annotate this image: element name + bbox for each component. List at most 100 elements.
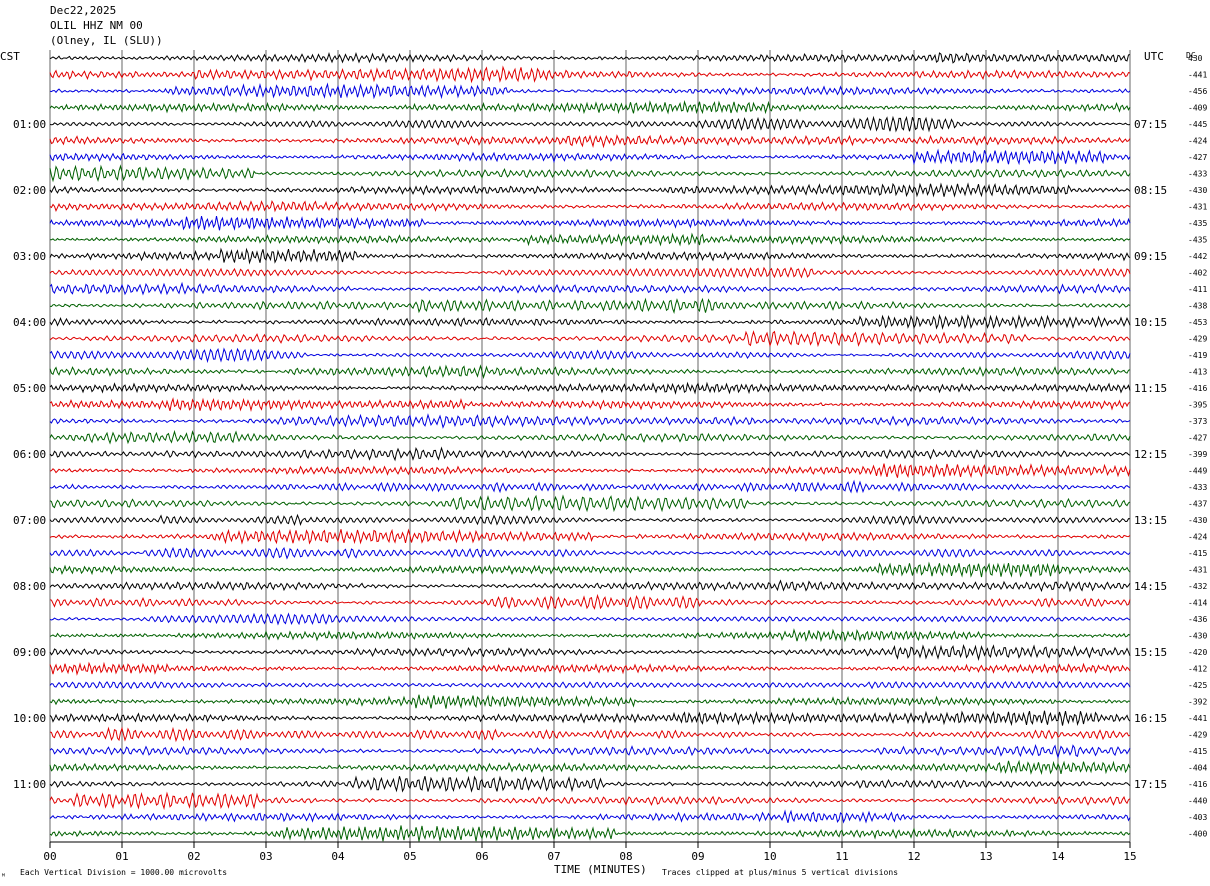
seismic-trace [49, 148, 1131, 166]
seismic-trace [49, 463, 1131, 479]
seismic-trace [49, 726, 1131, 743]
seismic-trace [49, 364, 1131, 380]
dc-header-label: DC [1186, 51, 1196, 60]
x-tick-label: 09 [691, 850, 704, 863]
clip-note: Traces clipped at plus/minus 5 vertical … [662, 868, 899, 877]
dc-offset-label: -453 [1188, 318, 1207, 327]
dc-offset-label: -445 [1188, 120, 1207, 129]
seismic-trace [49, 199, 1131, 213]
dc-offset-label: -431 [1188, 566, 1207, 575]
date-label: Dec22,2025 [50, 4, 117, 17]
cst-hour-label: 11:00 [13, 778, 46, 791]
seismic-trace [49, 825, 1131, 842]
utc-hour-label: 11:15 [1134, 382, 1167, 395]
cst-hour-label: 07:00 [13, 514, 46, 527]
dc-offset-label: -429 [1188, 335, 1207, 344]
cst-hour-label: 06:00 [13, 448, 46, 461]
dc-offset-label: -432 [1188, 582, 1207, 591]
x-tick-label: 04 [331, 850, 345, 863]
cst-hour-label: 05:00 [13, 382, 46, 395]
dc-offset-label: -416 [1188, 384, 1207, 393]
x-tick-label: 14 [1051, 850, 1065, 863]
seismic-trace [49, 330, 1131, 348]
trace-group [49, 52, 1131, 842]
dc-offset-label: -441 [1188, 714, 1207, 723]
utc-hour-label: 12:15 [1134, 448, 1167, 461]
dc-offset-label: -399 [1188, 450, 1207, 459]
dc-offset-label: -440 [1188, 797, 1207, 806]
dc-offset-label: 430 [1188, 54, 1203, 63]
dc-offset-label: -429 [1188, 731, 1207, 740]
x-tick-label: 15 [1123, 850, 1136, 863]
seismic-trace [49, 775, 1131, 793]
dc-offset-label: -442 [1188, 252, 1207, 261]
seismic-trace [49, 82, 1131, 100]
seismic-trace [49, 710, 1131, 727]
x-tick-label: 08 [619, 850, 632, 863]
dc-offset-label: -404 [1188, 764, 1207, 773]
seismic-trace [49, 52, 1131, 64]
corner-mark: ᴹ [1, 872, 6, 881]
scale-note: Each Vertical Division = 1000.00 microvo… [20, 868, 228, 877]
seismic-trace [49, 215, 1131, 231]
dc-offset-label: -395 [1188, 401, 1207, 410]
cst-hour-label: 04:00 [13, 316, 46, 329]
dc-offset-labels: 430 -441 -456 -409 -445 -424 -427 -433 -430 -431 -… [1188, 54, 1207, 839]
seismic-trace [49, 680, 1131, 690]
x-tick-label: 03 [259, 850, 272, 863]
x-tick-label: 12 [907, 850, 920, 863]
cst-hour-label: 01:00 [13, 118, 46, 131]
dc-offset-label: -449 [1188, 467, 1207, 476]
seismic-trace [49, 115, 1131, 133]
cst-hour-label: 03:00 [13, 250, 46, 263]
dc-offset-label: -420 [1188, 648, 1207, 657]
utc-hour-label: 10:15 [1134, 316, 1167, 329]
cst-hour-label: 10:00 [13, 712, 46, 725]
seismic-trace [49, 546, 1131, 560]
x-axis: 00 01 02 03 04 05 06 07 08 09 10 11 12 13 14 15 [43, 841, 1137, 863]
seismic-trace [49, 247, 1131, 265]
dc-offset-label: -427 [1188, 153, 1207, 162]
dc-offset-label: -430 [1188, 186, 1207, 195]
seismic-trace [49, 579, 1131, 593]
seismic-trace [49, 397, 1131, 412]
dc-offset-label: -427 [1188, 434, 1207, 443]
seismic-trace [49, 809, 1131, 824]
dc-offset-label: -435 [1188, 236, 1207, 245]
utc-hour-label: 07:15 [1134, 118, 1167, 131]
x-tick-label: 13 [979, 850, 992, 863]
dc-offset-label: -373 [1188, 417, 1207, 426]
seismic-trace [49, 266, 1131, 279]
grid-lines [49, 50, 1131, 842]
dc-offset-label: -436 [1188, 615, 1207, 624]
utc-hour-label: 16:15 [1134, 712, 1167, 725]
dc-offset-label: -415 [1188, 747, 1207, 756]
seismic-trace [49, 281, 1131, 296]
right-timezone-label: UTC [1144, 50, 1164, 63]
seismic-trace [49, 661, 1131, 676]
dc-offset-label: -425 [1188, 681, 1207, 690]
left-timezone-label: CST [0, 50, 20, 63]
seismic-trace [49, 313, 1131, 330]
utc-hour-label: 09:15 [1134, 250, 1167, 263]
x-tick-label: 02 [187, 850, 200, 863]
seismic-trace [49, 232, 1131, 247]
x-tick-label: 01 [115, 850, 128, 863]
dc-offset-label: -414 [1188, 599, 1207, 608]
utc-hour-label: 14:15 [1134, 580, 1167, 593]
utc-hour-label: 08:15 [1134, 184, 1167, 197]
x-tick-label: 07 [547, 850, 560, 863]
dc-offset-label: -403 [1188, 813, 1207, 822]
seismic-trace [49, 297, 1131, 314]
dc-offset-label: -415 [1188, 549, 1207, 558]
seismic-trace [49, 65, 1131, 84]
utc-hour-label: 17:15 [1134, 778, 1167, 791]
seismic-trace [49, 593, 1131, 611]
dc-offset-label: -433 [1188, 170, 1207, 179]
seismic-trace [49, 628, 1131, 643]
dc-offset-label: -456 [1188, 87, 1207, 96]
dc-offset-label: -430 [1188, 632, 1207, 641]
dc-offset-label: -416 [1188, 780, 1207, 789]
dc-offset-label: -441 [1188, 71, 1207, 80]
seismic-trace [49, 759, 1131, 776]
